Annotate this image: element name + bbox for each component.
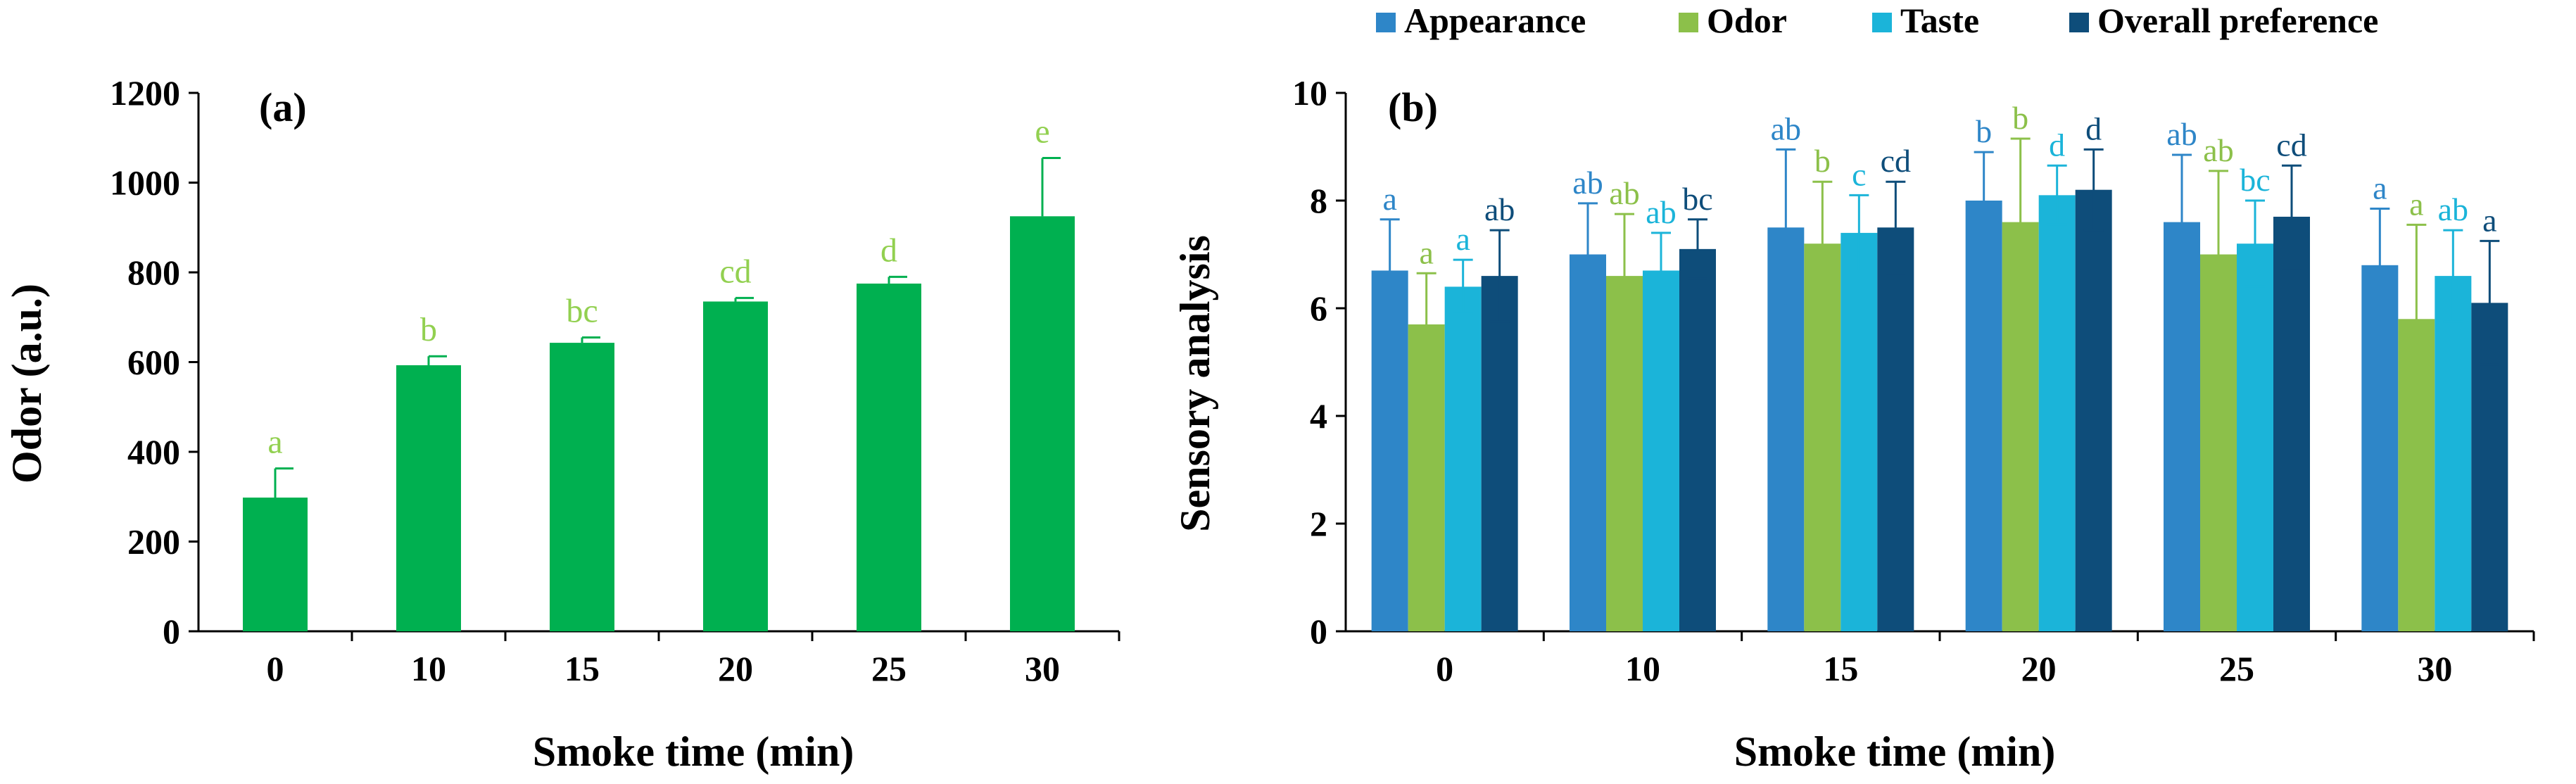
panel-a-label: (a) — [259, 84, 307, 130]
panel-b-x-axis-label: Smoke time (min) — [1734, 728, 2056, 775]
panel-a-y-tick-label: 1000 — [110, 163, 180, 203]
legend-swatch — [1376, 13, 1396, 32]
panel-b-significance-letter: cd — [1881, 143, 1911, 179]
panel-a-x-tick-label: 0 — [267, 649, 284, 688]
panel-b-significance-letter: b — [2012, 100, 2028, 136]
panel-b-significance-letter: ab — [1771, 110, 1801, 146]
panel-b-bar — [1371, 270, 1408, 631]
panel-b-x-tick-label: 25 — [2219, 649, 2254, 688]
panel-b-significance-letter: ab — [2203, 132, 2233, 168]
panel-b-significance-letter: ab — [1646, 194, 1676, 230]
panel-a-x-tick-label: 20 — [718, 649, 753, 688]
panel-b-label: (b) — [1388, 84, 1438, 130]
panel-a: (a) Odor (a.u.) Smoke time (min) 0200400… — [4, 73, 1120, 775]
panel-b-bar — [1643, 270, 1679, 631]
panel-a-bar — [1010, 216, 1075, 631]
panel-a-y-tick-label: 400 — [127, 432, 180, 472]
panel-b-y-tick-label: 10 — [1292, 73, 1327, 113]
panel-b-significance-letter: c — [1852, 156, 1866, 192]
legend-entry: Overall preference — [2097, 1, 2378, 40]
panel-b-bar — [2237, 244, 2273, 631]
panel-b-significance-letter: d — [2085, 110, 2102, 146]
panel-a-x-tick-label: 25 — [871, 649, 907, 688]
panel-b-bar — [1804, 244, 1841, 631]
panel-b-bar — [2075, 189, 2112, 631]
panel-b-significance-letter: bc — [2240, 162, 2270, 198]
panel-b-x-tick-label: 0 — [1436, 649, 1453, 688]
panel-b: (b) Sensory analysis Smoke time (min) 0 2… — [1172, 73, 2535, 775]
panel-b-significance-letter: cd — [2276, 127, 2306, 163]
panel-a-x-axis-label: Smoke time (min) — [533, 728, 854, 775]
panel-b-bar — [1877, 227, 1914, 631]
panel-b-bar — [1965, 201, 2002, 631]
panel-a-significance-letter: cd — [719, 253, 751, 290]
panel-a-significance-letter: d — [880, 232, 897, 269]
panel-b-y-tick-label: 0 — [1310, 612, 1327, 651]
panel-a-bar — [703, 301, 768, 631]
panel-a-y-tick-label: 0 — [163, 612, 180, 651]
panel-b-significance-letter: b — [1976, 113, 1992, 149]
panel-b-bar — [2361, 265, 2399, 631]
panel-b-bar — [1841, 232, 1878, 631]
panel-b-significance-letter: ab — [1572, 165, 1603, 201]
panel-a-y-tick-label: 200 — [127, 522, 180, 562]
panel-a-y-tick-label: 600 — [127, 343, 180, 382]
panel-b-bar — [1570, 254, 1606, 631]
panel-b-y-tick-label: 4 — [1310, 396, 1327, 436]
panel-b-bar — [2038, 195, 2076, 632]
legend-swatch — [1872, 13, 1892, 32]
panel-b-significance-letter: d — [2049, 127, 2065, 163]
panel-b-bar — [1679, 248, 1716, 632]
panel-b-y-tick-label: 8 — [1310, 181, 1327, 220]
panel-b-significance-letter: b — [1814, 143, 1831, 179]
panel-b-x-tick-label: 15 — [1823, 649, 1858, 688]
panel-a-x-tick-label: 30 — [1025, 649, 1060, 688]
legend-entry: Appearance — [1404, 1, 1586, 40]
panel-b-y-tick-label: 2 — [1310, 504, 1327, 543]
panel-b-x-tick-label: 10 — [1625, 649, 1660, 688]
panel-a-y-tick-label: 800 — [127, 253, 180, 292]
legend-swatch — [1679, 13, 1698, 32]
panel-b-significance-letter: a — [1382, 181, 1396, 217]
panel-b-significance-letter: ab — [2166, 116, 2197, 152]
panel-b-legend: Appearance Odor Taste Overall preference — [1376, 1, 2378, 40]
panel-b-x-tick-label: 20 — [2021, 649, 2057, 688]
panel-a-bar — [857, 283, 921, 631]
panel-a-bar — [550, 343, 614, 631]
panel-b-bar — [1444, 286, 1482, 631]
panel-b-significance-letter: bc — [1682, 181, 1712, 217]
panel-b-significance-letter: a — [1419, 234, 1433, 270]
panel-b-significance-letter: a — [1456, 221, 1470, 257]
panel-b-bar — [2273, 216, 2310, 631]
panel-b-significance-letter: a — [2373, 170, 2387, 206]
panel-a-x-tick-label: 15 — [564, 649, 600, 688]
panel-b-bar — [2435, 276, 2472, 631]
panel-b-significance-letter: a — [2409, 186, 2423, 222]
panel-a-significance-letter: bc — [566, 292, 598, 329]
panel-b-x-tick-label: 30 — [2417, 649, 2452, 688]
panel-b-significance-letter: a — [2482, 202, 2496, 238]
panel-a-significance-letter: a — [267, 424, 282, 461]
legend-entry: Odor — [1707, 1, 1787, 40]
panel-b-significance-letter: ab — [1609, 175, 1639, 211]
panel-a-y-tick-label: 1200 — [110, 73, 180, 113]
panel-a-significance-letter: b — [420, 311, 437, 348]
panel-b-y-tick-label: 6 — [1310, 289, 1327, 328]
legend-entry: Taste — [1900, 1, 1979, 40]
panel-a-significance-letter: e — [1035, 113, 1049, 150]
panel-a-y-axis-label: Odor (a.u.) — [4, 284, 50, 483]
legend-swatch — [2069, 13, 2089, 32]
panel-a-bar — [243, 498, 308, 631]
panel-b-significance-letter: ab — [1484, 191, 1515, 227]
panel-b-significance-letter: ab — [2438, 191, 2468, 227]
panel-a-bar — [396, 365, 461, 631]
panel-b-bar — [1481, 276, 1518, 631]
panel-b-y-axis-label: Sensory analysis — [1172, 235, 1218, 532]
panel-a-x-tick-label: 10 — [411, 649, 446, 688]
